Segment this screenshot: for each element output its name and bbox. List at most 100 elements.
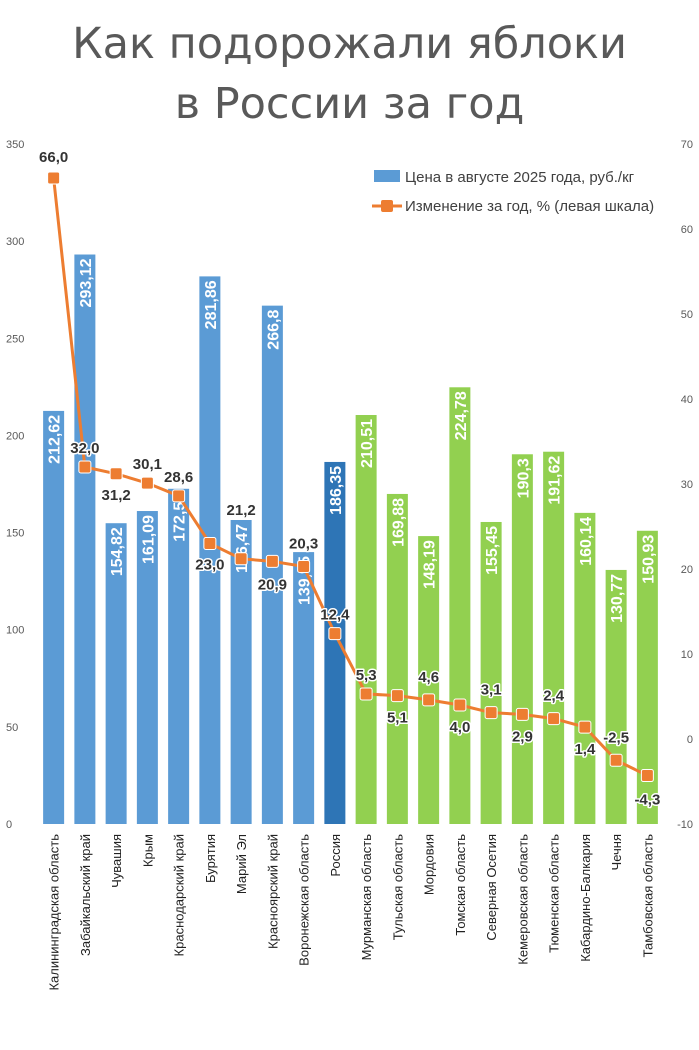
- bar-value-label: 154,82: [109, 527, 126, 576]
- left-axis-tick: 350: [6, 139, 24, 151]
- change-value-label: 66,0: [39, 149, 68, 166]
- bar-value-label: 212,62: [47, 415, 64, 464]
- left-axis-tick: 0: [6, 819, 12, 831]
- bar-value-label: 186,35: [328, 466, 345, 515]
- right-axis-tick: 10: [681, 649, 693, 661]
- left-axis-tick: 150: [6, 528, 24, 540]
- bar-value-label: 191,62: [547, 456, 564, 505]
- change-point: [172, 489, 186, 503]
- category-label: Кемеровская область: [515, 834, 530, 965]
- bar-value-label: 148,19: [422, 540, 439, 589]
- change-value-label: 4,6: [418, 669, 439, 686]
- price-bar: [74, 254, 96, 825]
- bar-value-label: 210,51: [359, 419, 376, 468]
- legend-bar-swatch: [374, 170, 400, 182]
- change-value-label: 32,0: [70, 440, 99, 457]
- chart-title-line-1: Как подорожали яблоки: [72, 19, 627, 69]
- legend-line-label: Изменение за год, % (левая шкала): [405, 198, 654, 215]
- left-axis-tick: 50: [6, 722, 18, 734]
- price-bar: [199, 276, 221, 824]
- price-bar: [168, 488, 190, 824]
- change-value-label: 20,9: [258, 576, 287, 593]
- legend-line-marker: [381, 200, 393, 212]
- category-label: Чувашия: [109, 834, 124, 888]
- change-point: [484, 706, 498, 720]
- category-label: Калининградская область: [47, 834, 62, 991]
- category-label: Мордовия: [422, 834, 437, 895]
- change-value-label: -4,3: [634, 792, 660, 809]
- right-axis-tick: 50: [681, 309, 693, 321]
- category-label: Тульская область: [390, 834, 405, 940]
- left-axis-tick: 100: [6, 625, 24, 637]
- change-point: [47, 171, 61, 185]
- category-label: Красноярский край: [265, 834, 280, 949]
- change-value-label: 23,0: [195, 557, 224, 574]
- price-bar: [543, 451, 565, 824]
- right-axis-tick: 40: [681, 394, 693, 406]
- change-point: [609, 753, 623, 767]
- bar-value-label: 169,88: [390, 498, 407, 547]
- change-point: [422, 693, 436, 707]
- change-point: [140, 476, 154, 490]
- category-label: Чечня: [609, 834, 624, 870]
- change-point: [453, 698, 467, 712]
- price-bar: [480, 521, 502, 824]
- right-axis-tick: 0: [687, 734, 693, 746]
- price-bar: [449, 387, 471, 824]
- right-axis-tick: 30: [681, 479, 693, 491]
- category-label: Россия: [328, 834, 343, 877]
- category-label: Мурманская область: [359, 834, 374, 961]
- change-point: [547, 712, 561, 726]
- price-bar: [43, 410, 65, 824]
- price-bar: [386, 493, 408, 824]
- bar-value-label: 281,86: [203, 280, 220, 329]
- change-point: [390, 689, 404, 703]
- bar-value-label: 161,09: [140, 515, 157, 564]
- price-bar: [293, 552, 315, 824]
- right-axis-tick: 20: [681, 564, 693, 576]
- category-label: Воронежская область: [297, 834, 312, 966]
- category-label: Кабардино-Балкария: [578, 834, 593, 962]
- legend-bar-label: Цена в августе 2025 года, руб./кг: [405, 169, 635, 186]
- chart-title: Как подорожали яблоки в России за год: [0, 14, 699, 134]
- left-axis-tick: 300: [6, 236, 24, 248]
- category-label: Тюменская область: [547, 834, 562, 953]
- change-point: [359, 687, 373, 701]
- change-value-label: 20,3: [289, 535, 318, 552]
- bar-value-label: 266,8: [265, 310, 282, 350]
- change-point: [78, 460, 92, 474]
- bar-value-label: 156,47: [234, 524, 251, 573]
- category-label: Тамбовская область: [640, 834, 655, 958]
- category-label: Марий Эл: [234, 834, 249, 894]
- category-label: Забайкальский край: [78, 834, 93, 956]
- change-value-label: 30,1: [133, 456, 162, 473]
- category-label: Бурятия: [203, 834, 218, 883]
- change-value-label: 31,2: [102, 487, 131, 504]
- price-bar: [636, 530, 658, 824]
- right-axis-tick: -10: [677, 819, 693, 831]
- bar-value-label: 155,45: [484, 526, 501, 575]
- change-value-label: 3,1: [481, 682, 502, 699]
- price-bar: [105, 523, 127, 824]
- change-point: [109, 467, 123, 481]
- category-label: Томская область: [453, 834, 468, 936]
- bar-value-label: 293,12: [78, 258, 95, 307]
- price-bar: [574, 512, 596, 824]
- category-label: Северная Осетия: [484, 834, 499, 941]
- change-value-label: 28,6: [164, 469, 193, 486]
- category-label: Крым: [140, 834, 155, 867]
- change-value-label: 1,4: [574, 741, 596, 758]
- bar-value-label: 224,78: [453, 391, 470, 440]
- change-point: [203, 537, 217, 550]
- change-point: [578, 720, 592, 734]
- change-value-label: -2,5: [603, 729, 629, 746]
- price-bar: [511, 454, 533, 824]
- change-value-label: 2,9: [512, 728, 533, 745]
- change-value-label: 5,3: [356, 667, 377, 684]
- price-bar: [324, 461, 346, 824]
- left-axis-tick: 200: [6, 430, 24, 442]
- change-point: [297, 559, 311, 573]
- price-bar: [418, 536, 440, 824]
- price-bar: [230, 520, 252, 824]
- change-point: [515, 707, 529, 721]
